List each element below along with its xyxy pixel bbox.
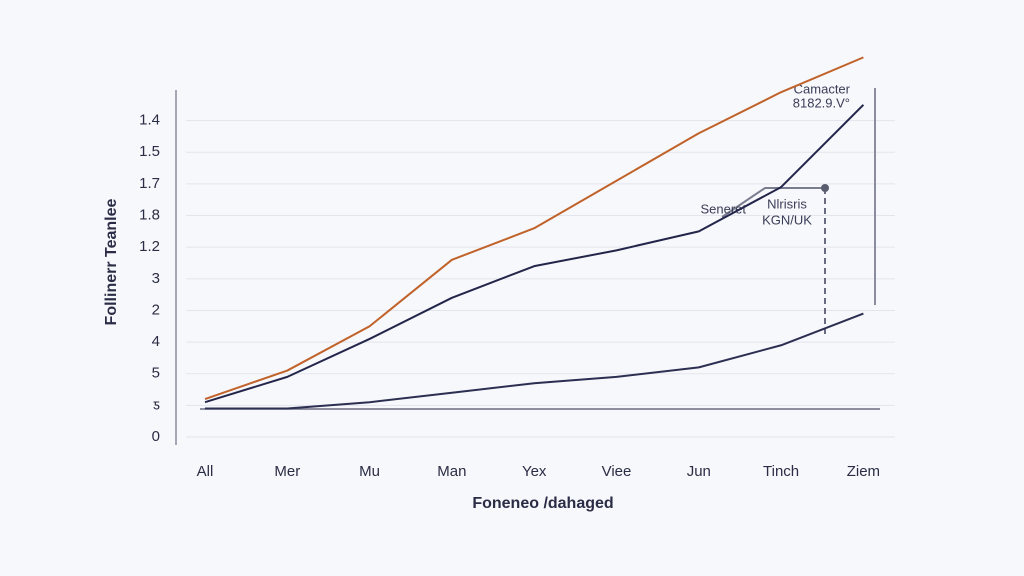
annotation: Nlrisris [767, 196, 807, 211]
y-tick-label: 5 [152, 365, 160, 382]
annotation: Camacter [794, 81, 851, 96]
x-tick-label: Viee [602, 463, 632, 480]
y-tick-label: 1.8 [139, 207, 160, 224]
data-line [205, 312, 864, 410]
x-tick-label: All [197, 463, 214, 480]
x-tick-label: Jun [687, 463, 711, 480]
x-axis-title: Foneneo /dahaged [472, 495, 613, 512]
x-tick-label: Mu [359, 463, 380, 480]
y-tick-label: 1.5 [139, 143, 160, 160]
y-tick-label: 4 [152, 333, 160, 350]
y-tick-label: 0 [152, 428, 160, 445]
x-tick-label: Yex [522, 463, 547, 480]
marker-dot [821, 184, 829, 192]
annotation: 8182.9.V° [793, 95, 850, 110]
data-line [204, 104, 865, 404]
y-axis-title: Follinerr Teanlee [103, 198, 120, 325]
x-tick-label: Tinch [763, 463, 799, 480]
callout-line [721, 187, 825, 218]
y-tick-label: 1.7 [139, 175, 160, 192]
y-tick-label: 2 [152, 301, 160, 318]
y-tick-label: 1.2 [139, 238, 160, 255]
annotation: KGN/UK [762, 212, 812, 227]
y-tick-label: ƽ [153, 396, 160, 413]
x-tick-label: Man [437, 463, 466, 480]
x-tick-label: Mer [274, 463, 300, 480]
y-tick-label: 3 [152, 270, 160, 287]
data-line [204, 56, 864, 400]
x-tick-label: Ziem [847, 463, 880, 480]
y-tick-label: 1.4 [139, 112, 160, 129]
